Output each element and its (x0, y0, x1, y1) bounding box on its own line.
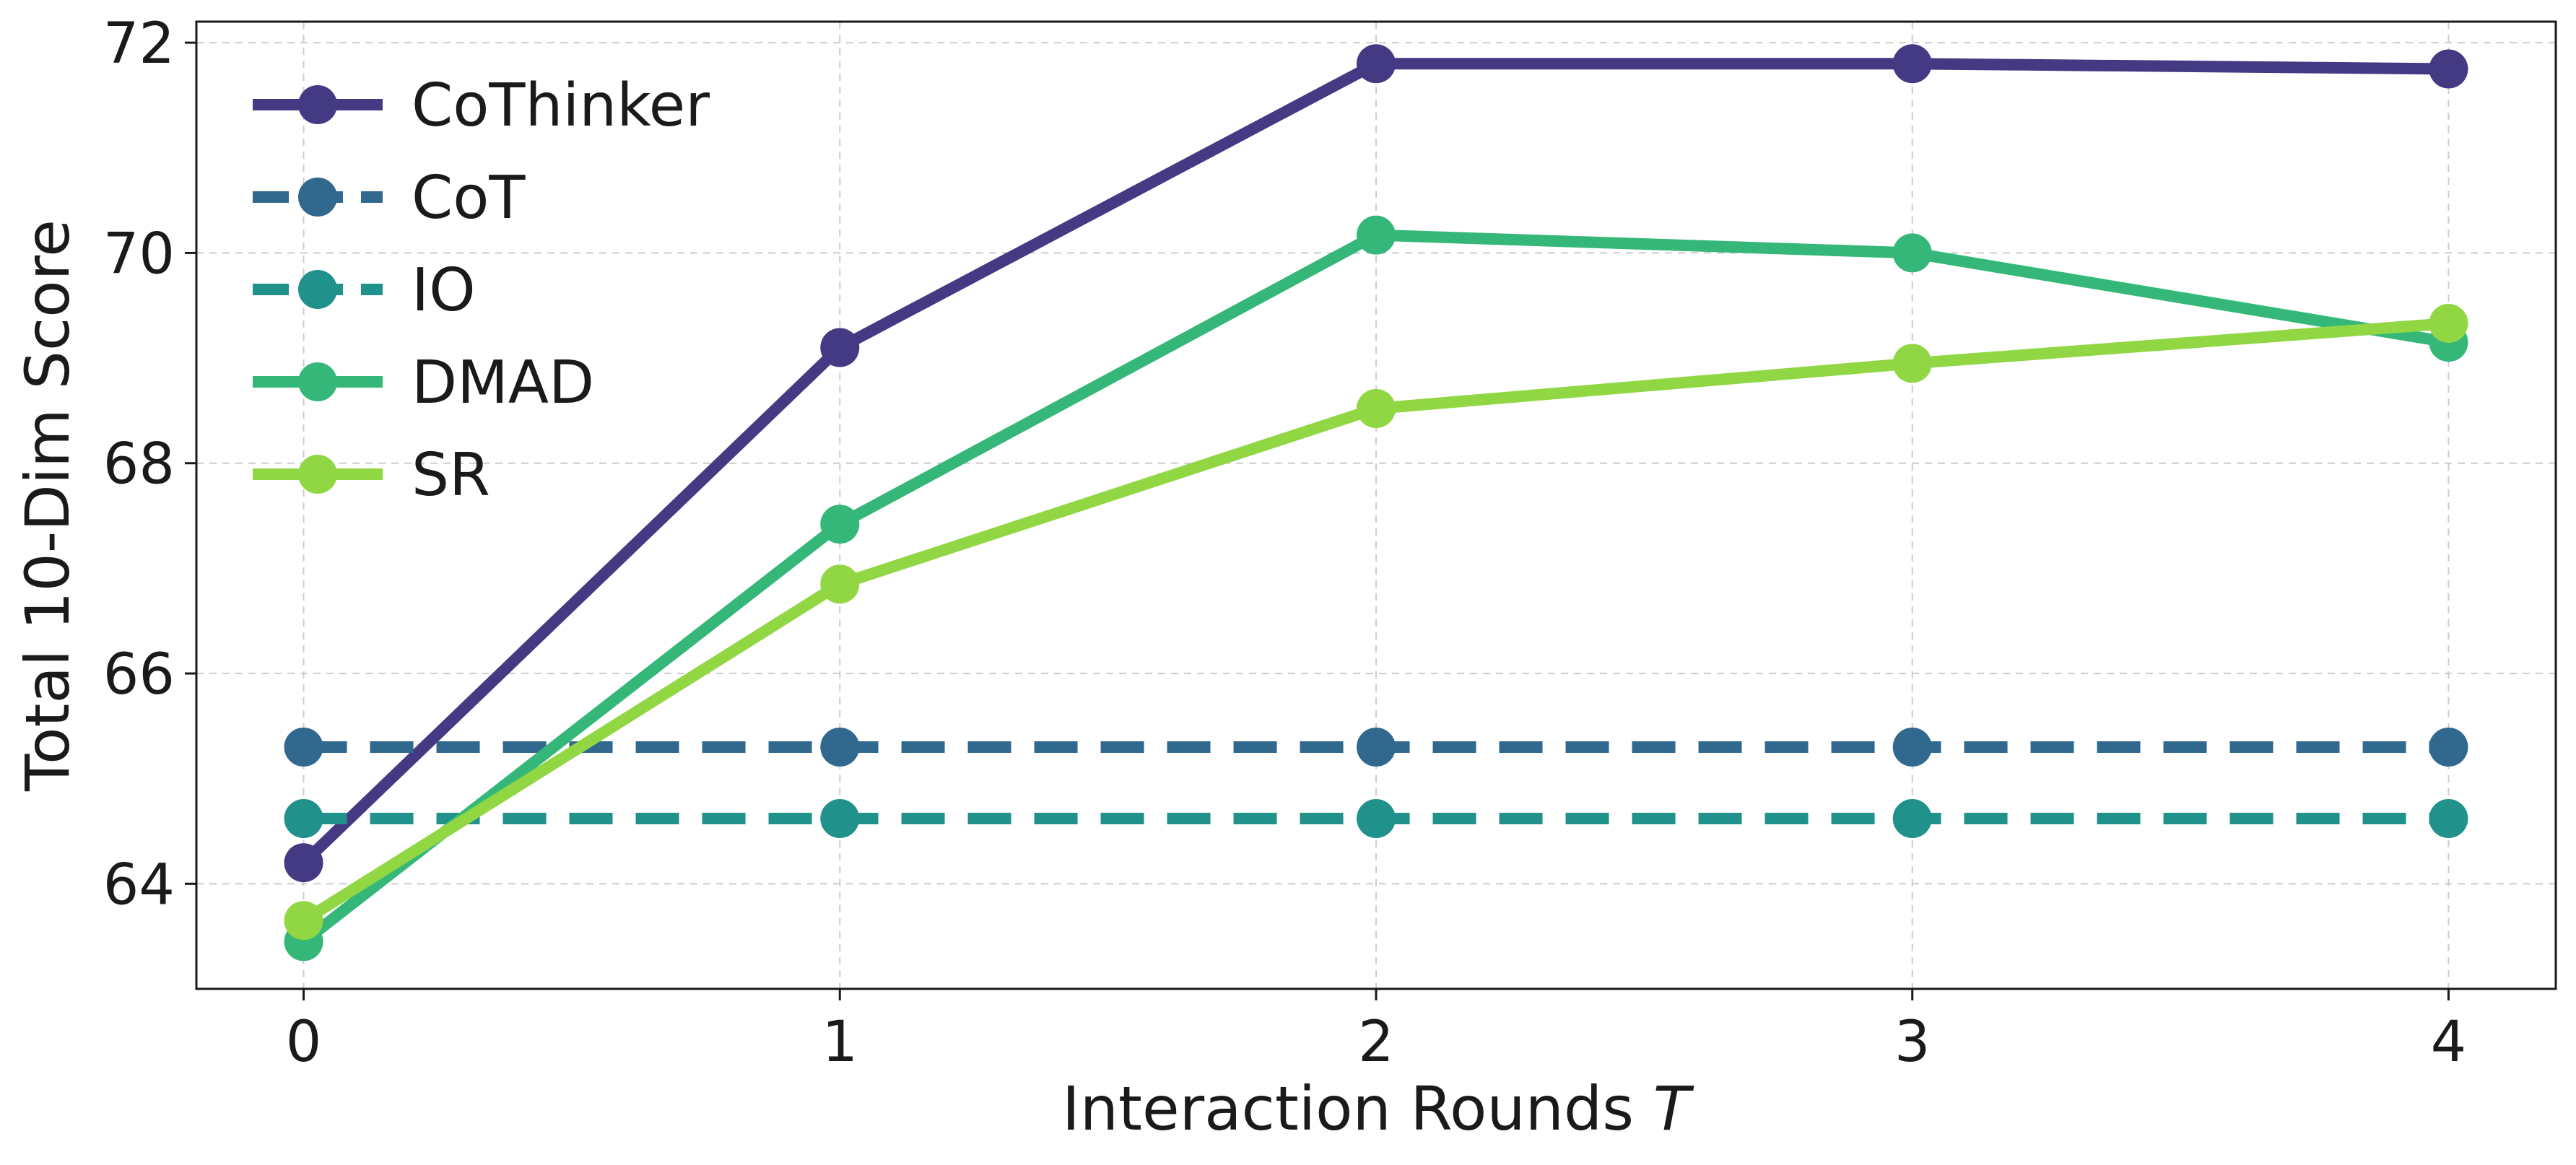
data-point (1892, 728, 1932, 767)
legend-label: CoThinker (412, 71, 710, 140)
data-point (820, 799, 860, 839)
legend-label: IO (412, 256, 476, 325)
plot-series (284, 44, 2468, 961)
data-point (2429, 799, 2468, 839)
y-tick-label: 72 (103, 12, 175, 77)
axis-ticks: 0 1 2 3 4 64 66 68 70 72 (103, 12, 2467, 1075)
legend: CoThinker CoT IO DMAD SR (253, 71, 710, 510)
series-cot (284, 728, 2468, 767)
legend-marker (298, 455, 337, 494)
y-axis-label: Total 10-Dim Score (12, 219, 83, 792)
data-point (1357, 389, 1396, 428)
legend-marker (298, 270, 337, 309)
x-tick-label: 2 (1358, 1010, 1394, 1075)
data-point (2429, 304, 2468, 344)
legend-label: CoT (412, 164, 526, 232)
data-point (1357, 728, 1396, 767)
x-tick-label: 4 (2431, 1010, 2467, 1075)
grid-lines (196, 22, 2556, 989)
x-tick-label: 0 (286, 1010, 322, 1075)
y-tick-label: 66 (103, 642, 175, 707)
y-tick-label: 70 (103, 222, 175, 287)
data-point (820, 505, 860, 544)
data-point (1357, 215, 1396, 255)
data-point (284, 799, 323, 839)
legend-marker (298, 85, 337, 124)
y-tick-label: 68 (103, 432, 175, 497)
data-point (820, 728, 860, 767)
series-dmad (284, 215, 2468, 961)
data-point (1357, 799, 1396, 839)
legend-marker (298, 362, 337, 401)
data-point (1892, 799, 1932, 839)
data-point (820, 328, 860, 367)
data-point (1892, 44, 1932, 84)
data-point (284, 901, 323, 941)
data-point (284, 843, 323, 883)
series-io (284, 799, 2468, 839)
data-point (1892, 344, 1932, 383)
y-tick-label: 64 (103, 852, 175, 917)
series-cothinker (284, 44, 2468, 883)
x-tick-label: 3 (1894, 1010, 1931, 1075)
legend-marker (298, 178, 337, 217)
data-point (2429, 49, 2468, 89)
legend-label: SR (412, 441, 490, 510)
data-point (1357, 44, 1396, 84)
x-axis-label: Interaction Rounds T (1062, 1073, 1694, 1144)
data-point (1892, 233, 1932, 273)
x-tick-label: 1 (822, 1010, 858, 1075)
data-point (820, 564, 860, 604)
data-point (2429, 728, 2468, 767)
series-sr (284, 304, 2468, 941)
data-point (284, 728, 323, 767)
legend-label: DMAD (412, 349, 594, 417)
